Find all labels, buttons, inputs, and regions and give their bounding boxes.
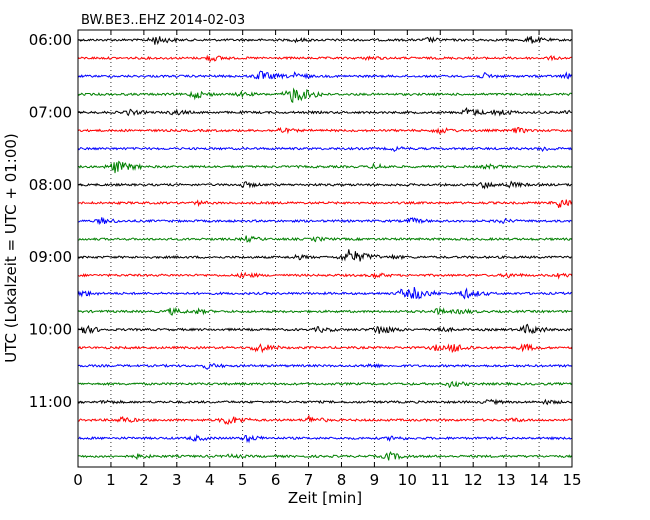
trace-line bbox=[77, 249, 572, 262]
x-tick-label: 6 bbox=[271, 471, 281, 489]
x-tick-label: 14 bbox=[530, 471, 549, 489]
trace-line bbox=[77, 35, 573, 46]
x-tick-label: 12 bbox=[464, 471, 483, 489]
trace-line bbox=[77, 398, 573, 406]
y-tick-label: 10:00 bbox=[29, 321, 72, 339]
y-axis: 06:00 07:00 08:00 09:00 10:00 11:00 bbox=[29, 31, 83, 411]
trace-line bbox=[77, 145, 573, 153]
traces-group bbox=[77, 35, 573, 461]
plot-frame bbox=[77, 29, 573, 468]
x-tick-label: 8 bbox=[337, 471, 347, 489]
trace-line bbox=[78, 380, 573, 389]
trace-line bbox=[77, 106, 573, 117]
x-tick-label: 13 bbox=[497, 471, 516, 489]
x-tick-label: 15 bbox=[562, 471, 581, 489]
trace-line bbox=[77, 271, 573, 280]
y-tick-label: 09:00 bbox=[29, 248, 72, 266]
chart-title: BW.BE3..EHZ 2014-02-03 bbox=[81, 13, 245, 28]
trace-line bbox=[77, 362, 573, 370]
x-axis-label: Zeit [min] bbox=[288, 489, 362, 507]
x-tick-label: 4 bbox=[205, 471, 215, 489]
trace-line bbox=[77, 286, 573, 300]
y-axis-label: UTC (Lokalzeit = UTC + 01:00) bbox=[2, 133, 20, 363]
y-tick-label: 06:00 bbox=[29, 31, 72, 49]
trace-line bbox=[77, 414, 573, 425]
x-tick-label: 3 bbox=[172, 471, 182, 489]
x-tick-label: 10 bbox=[398, 471, 417, 489]
x-tick-label: 9 bbox=[370, 471, 380, 489]
trace-line bbox=[77, 199, 573, 209]
trace-line bbox=[77, 323, 573, 335]
x-tick-label: 0 bbox=[73, 471, 83, 489]
trace-line bbox=[77, 160, 573, 174]
trace-line bbox=[78, 235, 573, 244]
trace-line bbox=[77, 343, 573, 354]
trace-line bbox=[77, 126, 572, 135]
trace-line bbox=[77, 180, 573, 190]
x-tick-label: 5 bbox=[238, 471, 248, 489]
trace-line bbox=[77, 54, 573, 63]
trace-line bbox=[77, 451, 573, 461]
trace-line bbox=[77, 70, 573, 80]
x-tick-label: 2 bbox=[139, 471, 149, 489]
trace-line bbox=[77, 434, 573, 444]
x-tick-label: 1 bbox=[106, 471, 116, 489]
y-tick-label: 11:00 bbox=[29, 393, 72, 411]
grid-lines bbox=[110, 30, 540, 467]
trace-line bbox=[77, 87, 573, 104]
x-tick-label: 7 bbox=[304, 471, 314, 489]
trace-line bbox=[78, 217, 572, 225]
trace-line bbox=[77, 306, 573, 316]
y-tick-label: 08:00 bbox=[29, 176, 72, 194]
y-tick-label: 07:00 bbox=[29, 103, 72, 121]
x-axis: 0 1 2 3 4 5 6 7 8 9 10 11 12 13 14 15 bbox=[73, 30, 582, 489]
x-tick-label: 11 bbox=[431, 471, 450, 489]
